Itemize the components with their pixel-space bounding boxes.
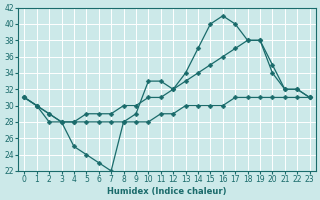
X-axis label: Humidex (Indice chaleur): Humidex (Indice chaleur): [107, 187, 227, 196]
